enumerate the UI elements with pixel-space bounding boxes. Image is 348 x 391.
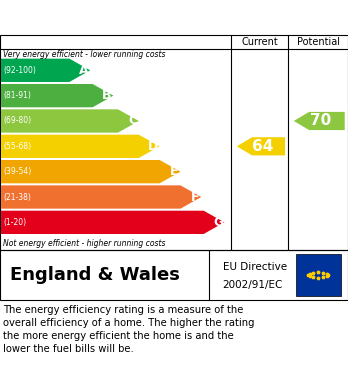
Bar (296, 254, 341, 296)
Text: C: C (128, 115, 137, 127)
Text: (21-38): (21-38) (3, 192, 31, 201)
Polygon shape (1, 84, 113, 107)
Text: 64: 64 (252, 139, 273, 154)
Text: Very energy efficient - lower running costs: Very energy efficient - lower running co… (3, 50, 165, 59)
Text: England & Wales: England & Wales (10, 266, 180, 284)
Polygon shape (1, 160, 180, 183)
Polygon shape (237, 137, 285, 155)
Text: G: G (213, 216, 223, 229)
Text: (92-100): (92-100) (3, 66, 36, 75)
Text: (1-20): (1-20) (3, 218, 26, 227)
Text: B: B (102, 89, 112, 102)
Text: 70: 70 (310, 113, 332, 129)
Polygon shape (294, 112, 345, 130)
Text: The energy efficiency rating is a measure of the
overall efficiency of a home. T: The energy efficiency rating is a measur… (3, 305, 255, 354)
Text: Energy Efficiency Rating: Energy Efficiency Rating (10, 10, 220, 25)
Text: E: E (170, 165, 179, 178)
Text: A: A (79, 64, 89, 77)
Text: Current: Current (242, 37, 278, 47)
Text: (55-68): (55-68) (3, 142, 32, 151)
Text: Not energy efficient - higher running costs: Not energy efficient - higher running co… (3, 239, 165, 248)
Text: (69-80): (69-80) (3, 117, 32, 126)
Text: (39-54): (39-54) (3, 167, 32, 176)
Text: Potential: Potential (296, 37, 340, 47)
Text: 2002/91/EC: 2002/91/EC (223, 280, 283, 290)
Polygon shape (1, 185, 201, 209)
Polygon shape (1, 135, 160, 158)
Text: F: F (191, 190, 199, 203)
Text: D: D (148, 140, 158, 153)
Polygon shape (1, 109, 139, 133)
Text: EU Directive: EU Directive (223, 262, 287, 273)
Polygon shape (1, 211, 224, 234)
Text: (81-91): (81-91) (3, 91, 31, 100)
Polygon shape (1, 59, 90, 82)
